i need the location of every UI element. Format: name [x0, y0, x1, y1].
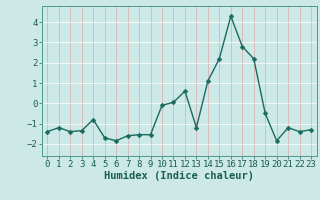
X-axis label: Humidex (Indice chaleur): Humidex (Indice chaleur)	[104, 171, 254, 181]
